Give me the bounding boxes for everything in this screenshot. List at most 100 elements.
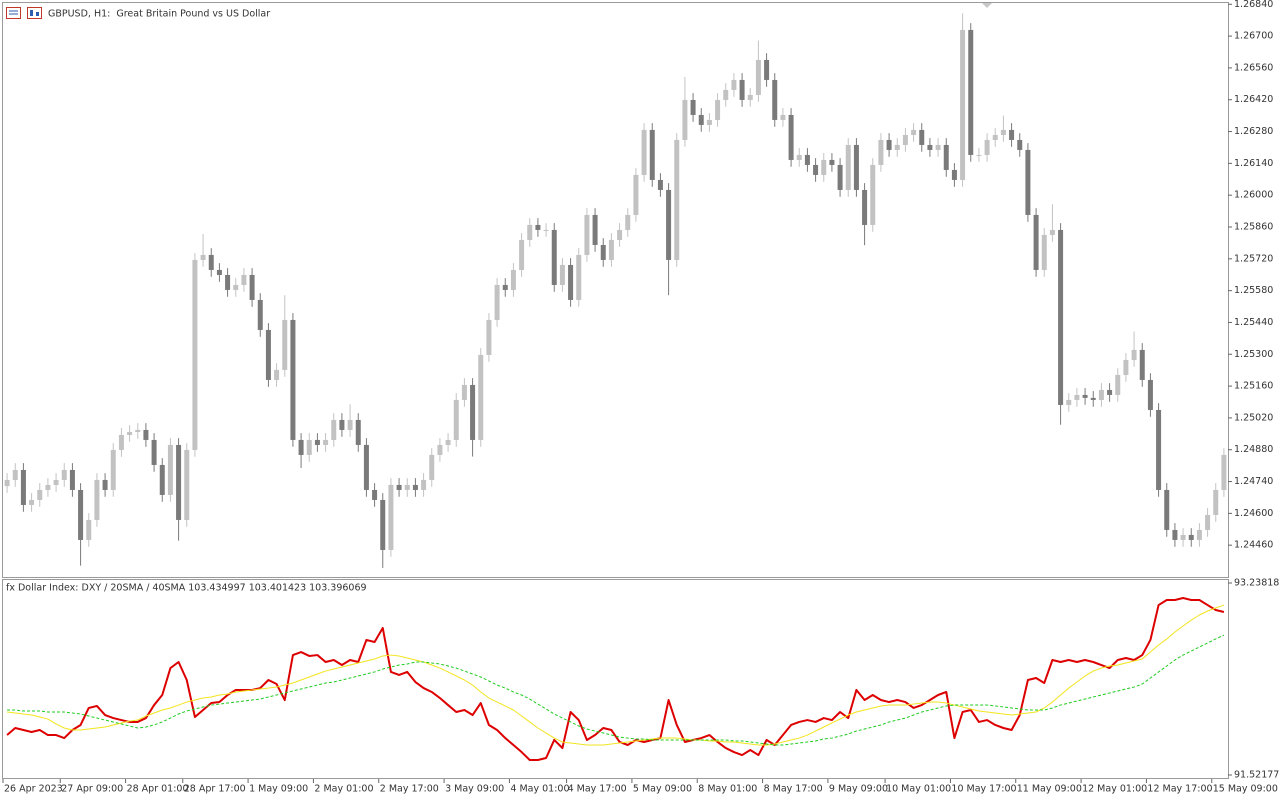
- candle-body: [527, 224, 533, 240]
- candle-body: [592, 214, 598, 245]
- candle-body: [813, 164, 819, 175]
- candle-body: [1090, 397, 1096, 400]
- candle-body: [625, 214, 631, 230]
- candle-body: [118, 434, 124, 450]
- y-tick-label: 1.25160: [1234, 381, 1273, 392]
- candle-body: [1017, 139, 1023, 150]
- candle-body: [208, 254, 214, 270]
- candle-body: [274, 369, 280, 380]
- candle-body: [1009, 129, 1015, 140]
- candle-body: [135, 429, 141, 432]
- candle-body: [86, 519, 92, 540]
- candle-body: [951, 169, 957, 180]
- candle-body: [314, 439, 320, 445]
- candle-body: [396, 484, 402, 490]
- candle-body: [1082, 394, 1088, 398]
- candle-body: [747, 94, 753, 100]
- x-tick-label: 4 May 01:00: [510, 784, 569, 795]
- candle-body: [331, 419, 337, 440]
- candle-body: [1221, 454, 1227, 490]
- candle-body: [225, 274, 231, 290]
- y-tick-label: 1.26700: [1234, 31, 1273, 42]
- candle-body: [804, 154, 810, 165]
- candle-body: [1000, 129, 1006, 135]
- candle-body: [1156, 409, 1162, 490]
- x-tick-label: 28 Apr 01:00: [127, 784, 189, 795]
- candle-body: [404, 484, 410, 490]
- main-panel-frame: [2, 2, 1229, 578]
- x-tick-label: 8 May 01:00: [698, 784, 757, 795]
- y-tick-label: 93.238181: [1234, 578, 1280, 589]
- candle-body: [641, 129, 647, 175]
- candle-body: [862, 189, 868, 225]
- candle-body: [976, 154, 982, 156]
- candle-body: [380, 499, 386, 550]
- candle-body: [690, 99, 696, 115]
- candle-body: [176, 444, 182, 520]
- candle-body: [143, 429, 149, 440]
- candle-body: [184, 449, 190, 520]
- candle-body: [37, 489, 43, 500]
- indicator-line: [7, 604, 1225, 746]
- candle-body: [788, 114, 794, 160]
- candle-body: [600, 244, 606, 260]
- candle-body: [992, 134, 998, 140]
- candle-body: [339, 419, 345, 430]
- candle-body: [886, 139, 892, 150]
- candle-body: [110, 449, 116, 490]
- candle-body: [1188, 534, 1194, 540]
- candle-body: [1205, 514, 1211, 530]
- x-tick-label: 5 May 09:00: [633, 784, 692, 795]
- candle-body: [649, 129, 655, 180]
- candle-body: [323, 439, 329, 445]
- icon-chart: [27, 7, 42, 19]
- candle-body: [1213, 489, 1219, 515]
- candle-body: [470, 384, 476, 440]
- candle-body: [674, 139, 680, 260]
- candle-body: [698, 114, 704, 125]
- candle-body: [723, 89, 729, 100]
- candle-body: [935, 144, 941, 150]
- candle-body: [617, 229, 623, 240]
- y-tick-label: 1.26840: [1234, 0, 1273, 10]
- candle-body: [306, 439, 312, 455]
- candle-body: [363, 444, 369, 490]
- candle-body: [372, 489, 378, 500]
- candle-body: [968, 29, 974, 155]
- candle-body: [1049, 229, 1055, 235]
- candle-body: [576, 254, 582, 300]
- y-tick-label: 1.25440: [1234, 317, 1273, 328]
- candle-body: [1123, 359, 1129, 375]
- indicator-title: fx Dollar Index: DXY / 20SMA / 40SMA 103…: [6, 583, 367, 594]
- candle-body: [1131, 349, 1137, 360]
- candle-body: [461, 384, 467, 400]
- candle-body: [502, 284, 508, 290]
- candle-body: [821, 159, 827, 175]
- candle-body: [633, 174, 639, 215]
- candle-body: [682, 99, 688, 140]
- x-tick-label: 15 May 09:00: [1213, 784, 1278, 795]
- candle-body: [53, 479, 59, 485]
- candle-body: [1139, 349, 1145, 380]
- scroll-marker: [982, 3, 992, 8]
- candle-body: [167, 444, 173, 495]
- y-tick-label: 1.25300: [1234, 349, 1273, 360]
- candle-body: [1098, 389, 1104, 400]
- x-tick-label: 3 May 09:00: [445, 784, 504, 795]
- indicator-panel-frame: [2, 579, 1229, 779]
- indicator-line: [7, 634, 1225, 746]
- y-tick-label: 1.25720: [1234, 253, 1273, 264]
- candle-body: [551, 229, 557, 285]
- x-tick-label: 12 May 17:00: [1147, 784, 1212, 795]
- x-tick-label: 10 May 17:00: [951, 784, 1016, 795]
- candle-body: [1107, 389, 1113, 395]
- icon-bar: [30, 10, 33, 16]
- y-tick-label: 1.26140: [1234, 158, 1273, 169]
- candle-body: [347, 419, 353, 430]
- candle-body: [1147, 379, 1153, 410]
- candle-body: [927, 144, 933, 150]
- candle-body: [453, 399, 459, 440]
- y-tick-label: 1.24460: [1234, 540, 1273, 551]
- candle-body: [4, 479, 10, 487]
